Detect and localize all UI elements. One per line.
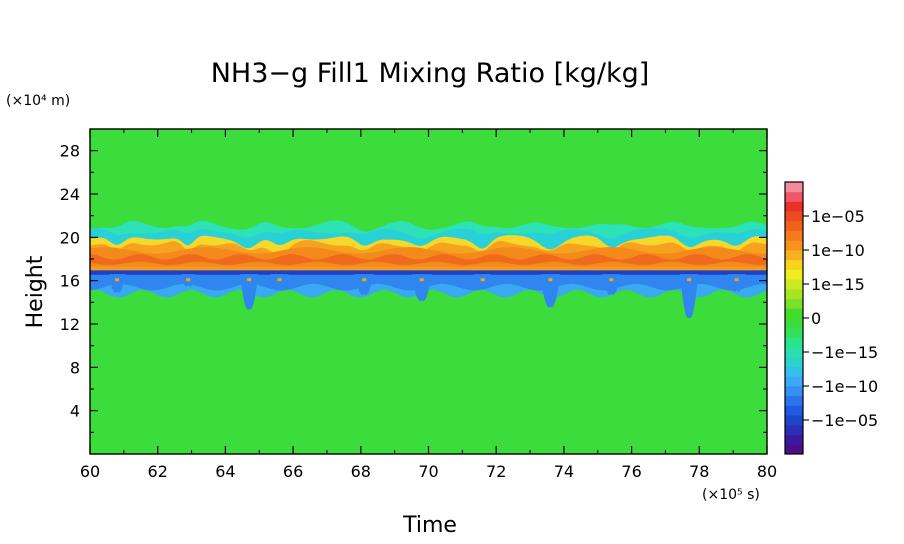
chart-title: NH3−g Fill1 Mixing Ratio [kg/kg]: [211, 58, 650, 89]
colorbar-swatch-6: [785, 386, 803, 397]
plume-event-9: [680, 274, 699, 319]
plume-event-2: [240, 274, 259, 310]
x-tick-label-8: 76: [621, 462, 641, 481]
colorbar-swatch-20: [785, 250, 803, 261]
colorbar-swatch-16: [785, 288, 803, 299]
plume-event-7: [540, 274, 561, 308]
colorbar-swatch-18: [785, 269, 803, 280]
colorbar-swatch-17: [785, 279, 803, 290]
x-tick-label-7: 74: [554, 462, 574, 481]
x-tick-label-9: 78: [689, 462, 709, 481]
plume-spot-0: [115, 278, 120, 282]
layer-boundary-line: [90, 270, 767, 275]
colorbar-swatch-14: [785, 308, 803, 319]
plume-event-0: [108, 274, 126, 293]
x-tick-label-4: 68: [351, 462, 371, 481]
plume-spot-9: [687, 278, 692, 282]
colorbar-swatch-8: [785, 366, 803, 377]
colorbar-swatch-7: [785, 376, 803, 387]
colorbar-label-2: 1e−15: [811, 275, 865, 294]
x-unit-label: (×10⁵ s): [702, 487, 760, 503]
axes: 60 62 64 66 68 70 72 74 76 78 80 4 8 12 16 20 24 28: [60, 128, 777, 481]
colorbar-swatch-11: [785, 337, 803, 348]
x-tick-label-0: 60: [80, 462, 100, 481]
plume-spot-8: [609, 278, 614, 282]
colorbar-label-1: 1e−10: [811, 241, 865, 260]
colorbar-label-3: 0: [811, 309, 821, 328]
colorbar-swatch-27: [785, 182, 803, 193]
y-tick-label-5: 24: [60, 185, 80, 204]
colorbar-swatch-19: [785, 259, 803, 270]
x-tick-label-2: 64: [215, 462, 235, 481]
plume-spot-6: [480, 278, 485, 282]
colorbar-swatch-5: [785, 395, 803, 406]
x-axis-label: Time: [402, 513, 457, 538]
x-tick-label-6: 72: [486, 462, 506, 481]
y-unit-label: (×10⁴ m): [6, 93, 70, 109]
colorbar-swatch-25: [785, 201, 803, 212]
colorbar-label-6: −1e−05: [811, 411, 878, 430]
layer-orange-base: [90, 266, 767, 271]
y-axis-label: Height: [23, 255, 48, 328]
colorbar-swatch-15: [785, 298, 803, 309]
y-tick-label-0: 4: [70, 402, 80, 421]
colorbar-label-5: −1e−10: [811, 377, 878, 396]
colorbar-swatch-23: [785, 220, 803, 231]
plume-event-8: [602, 274, 621, 295]
plume-spot-2: [247, 278, 252, 282]
colorbar-swatch-13: [785, 318, 803, 329]
plume-spot-3: [277, 278, 282, 282]
colorbar-label-0: 1e−05: [811, 207, 865, 226]
y-tick-label-2: 12: [60, 315, 80, 334]
plume-event-5: [411, 274, 432, 302]
colorbar-swatch-26: [785, 191, 803, 202]
plume-event-4: [355, 274, 374, 295]
layer-red-orange-core: [90, 254, 767, 265]
plume-event-10: [727, 274, 746, 292]
colorbar-swatch-0: [785, 444, 803, 455]
plot-area: [90, 129, 767, 454]
x-tick-label-5: 70: [418, 462, 438, 481]
colorbar-swatch-12: [785, 327, 803, 338]
colorbar-swatch-4: [785, 405, 803, 416]
plume-spot-5: [419, 278, 424, 282]
colorbar-swatch-22: [785, 230, 803, 241]
colorbar-swatch-2: [785, 424, 803, 435]
plume-spot-4: [362, 278, 367, 282]
colorbar: 1e−05 1e−10 1e−15 0 −1e−15 −1e−10 −1e−05: [784, 181, 878, 455]
colorbar-swatch-3: [785, 415, 803, 426]
x-tick-label-1: 62: [148, 462, 168, 481]
colorbar-swatch-21: [785, 240, 803, 251]
x-tick-label-3: 66: [283, 462, 303, 481]
x-tick-label-10: 80: [757, 462, 777, 481]
y-tick-label-6: 28: [60, 142, 80, 161]
plume-event-3: [270, 274, 289, 291]
colorbar-swatch-9: [785, 356, 803, 367]
plume-spot-10: [734, 278, 739, 282]
colorbar-swatch-24: [785, 211, 803, 222]
colorbar-label-4: −1e−15: [811, 343, 878, 362]
plume-spot-1: [186, 278, 191, 282]
colorbar-swatch-10: [785, 347, 803, 358]
y-tick-label-4: 20: [60, 228, 80, 247]
y-tick-label-1: 8: [70, 358, 80, 377]
colorbar-swatch-1: [785, 434, 803, 445]
y-tick-label-3: 16: [60, 272, 80, 291]
plume-spot-7: [548, 278, 553, 282]
